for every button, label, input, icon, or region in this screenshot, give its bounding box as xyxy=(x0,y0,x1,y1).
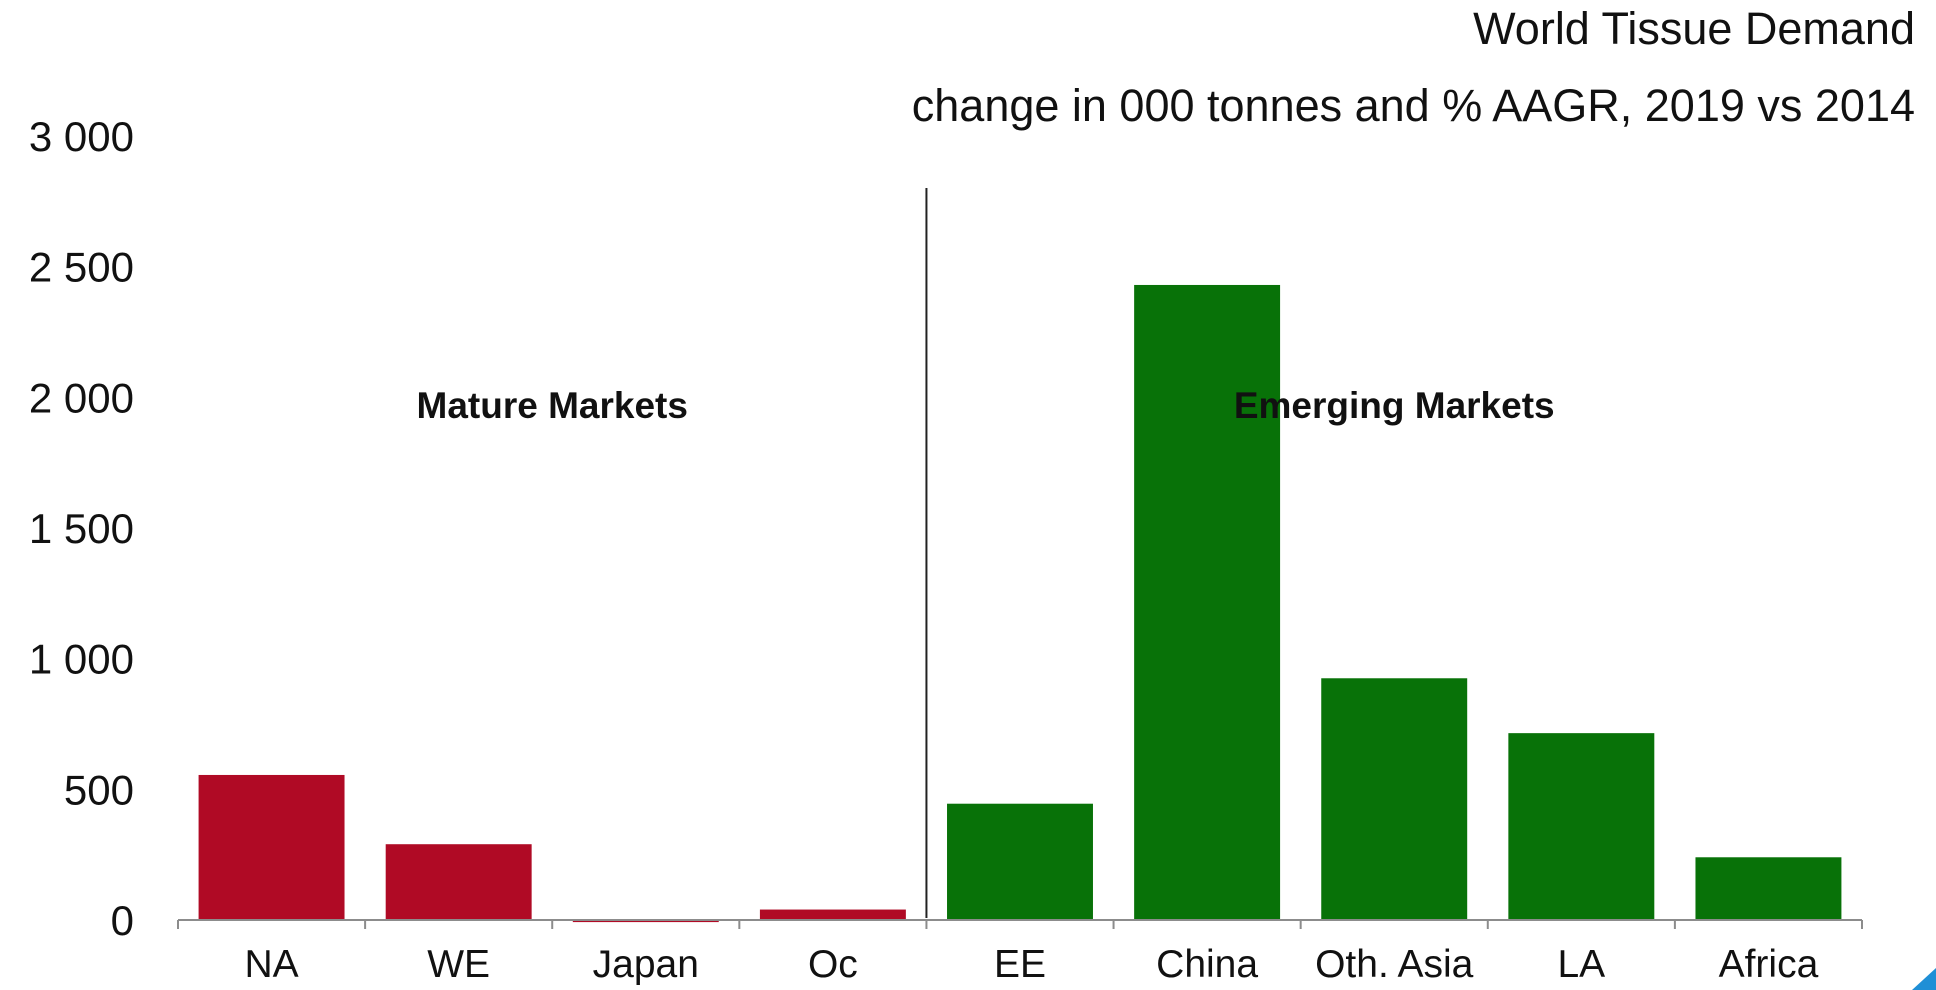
y-tick-label: 2 000 xyxy=(29,374,134,421)
x-tick-label: Oc xyxy=(808,943,858,986)
x-tick-label: LA xyxy=(1557,943,1605,986)
x-tick-label: EE xyxy=(994,943,1046,986)
corner-logo-mark xyxy=(1912,968,1936,990)
x-tick-label: Africa xyxy=(1719,943,1819,986)
bar-africa xyxy=(1695,857,1842,920)
bar-ee xyxy=(947,803,1093,920)
x-tick-label: WE xyxy=(427,943,490,986)
y-tick-label: 2 500 xyxy=(29,244,134,291)
y-tick-label: 3 000 xyxy=(29,113,134,160)
bar-la xyxy=(1508,733,1655,920)
bar-japan xyxy=(572,920,719,923)
y-tick-label: 500 xyxy=(64,766,134,813)
chart-subtitle: change in 000 tonnes and % AAGR, 2019 vs… xyxy=(911,80,1915,131)
bar-china xyxy=(1134,284,1281,921)
x-tick-label: China xyxy=(1156,943,1258,986)
group-label-emerging: Emerging Markets xyxy=(1234,385,1555,426)
group-label-mature: Mature Markets xyxy=(417,385,688,426)
x-tick-label: Oth. Asia xyxy=(1315,943,1474,986)
bar-oc xyxy=(759,909,906,920)
chart-title: World Tissue Demand xyxy=(1473,3,1915,54)
y-tick-label: 1 000 xyxy=(29,636,134,683)
bar-we xyxy=(385,844,532,920)
x-tick-label: Japan xyxy=(593,943,699,986)
y-tick-label: 1 500 xyxy=(29,505,134,552)
bar-oth-asia xyxy=(1321,678,1468,920)
x-tick-label: NA xyxy=(244,943,298,986)
y-tick-label: 0 xyxy=(111,897,134,944)
bar-na xyxy=(198,774,345,920)
